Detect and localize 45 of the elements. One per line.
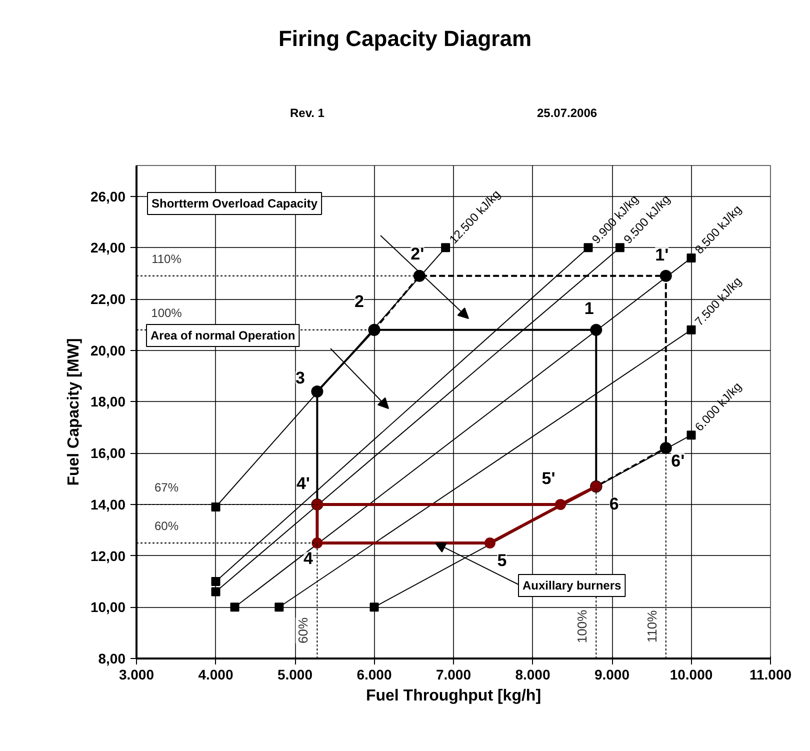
x-tick-label: 7.000 bbox=[436, 666, 472, 682]
annotation: 100% bbox=[574, 609, 590, 644]
annotation: 1 bbox=[584, 298, 594, 318]
x-axis-title: Fuel Throughput [kg/h] bbox=[366, 688, 542, 704]
x-tick-label: 9.000 bbox=[594, 666, 630, 682]
x-tick-label: 8.000 bbox=[515, 666, 550, 682]
y-tick-label: 26,00 bbox=[90, 188, 126, 204]
y-tick-label: 12,00 bbox=[90, 548, 126, 564]
y-tick-label: 10,00 bbox=[90, 599, 126, 616]
x-tick-label: 10.000 bbox=[670, 666, 713, 682]
y-tick-label: 24,00 bbox=[90, 240, 126, 256]
chart-title: Firing Capacity Diagram bbox=[277, 26, 533, 52]
y-tick-label: 20,00 bbox=[90, 342, 126, 358]
y-tick-label: 18,00 bbox=[90, 394, 126, 410]
text: Rev. 1 bbox=[290, 106, 324, 120]
annotation: 4 bbox=[303, 548, 314, 568]
annotation: 5' bbox=[542, 468, 556, 488]
annotation: 5 bbox=[497, 550, 507, 570]
y-tick-label: 16,00 bbox=[90, 445, 126, 462]
x-tick-label: 6.000 bbox=[356, 666, 392, 682]
annotation: 60% bbox=[154, 518, 179, 533]
annotation: 110% bbox=[644, 610, 660, 643]
x-tick-label: 3.000 bbox=[118, 666, 154, 682]
y-tick-label: 22,00 bbox=[90, 291, 126, 308]
x-tick-label: 5.000 bbox=[277, 666, 313, 682]
annotation: 1' bbox=[655, 245, 669, 264]
annotation: 60% bbox=[296, 617, 311, 644]
annotation: Area of normal Operation bbox=[150, 328, 296, 342]
y-axis-title: Fuel Capacity [MW] bbox=[65, 338, 82, 486]
text: 25.07.2006 bbox=[537, 106, 598, 120]
annotation: 6' bbox=[671, 451, 685, 470]
x-tick-label: 4.000 bbox=[198, 666, 234, 682]
annotation: 3 bbox=[295, 368, 305, 388]
annotation: 6 bbox=[609, 494, 619, 514]
annotation: 4' bbox=[296, 474, 310, 493]
annotation: 100% bbox=[151, 306, 182, 320]
annotation: 2 bbox=[354, 292, 364, 311]
y-tick-label: 8,00 bbox=[98, 650, 126, 666]
annotation: 2' bbox=[410, 244, 424, 264]
annotation: Auxillary burners bbox=[522, 578, 622, 592]
annotation: Shortterm Overload Capacity bbox=[152, 196, 318, 210]
annotation: 110% bbox=[152, 252, 182, 266]
x-tick-label: 11.000 bbox=[749, 666, 792, 682]
y-tick-label: 14,00 bbox=[90, 496, 126, 512]
annotation: 67% bbox=[154, 480, 179, 494]
